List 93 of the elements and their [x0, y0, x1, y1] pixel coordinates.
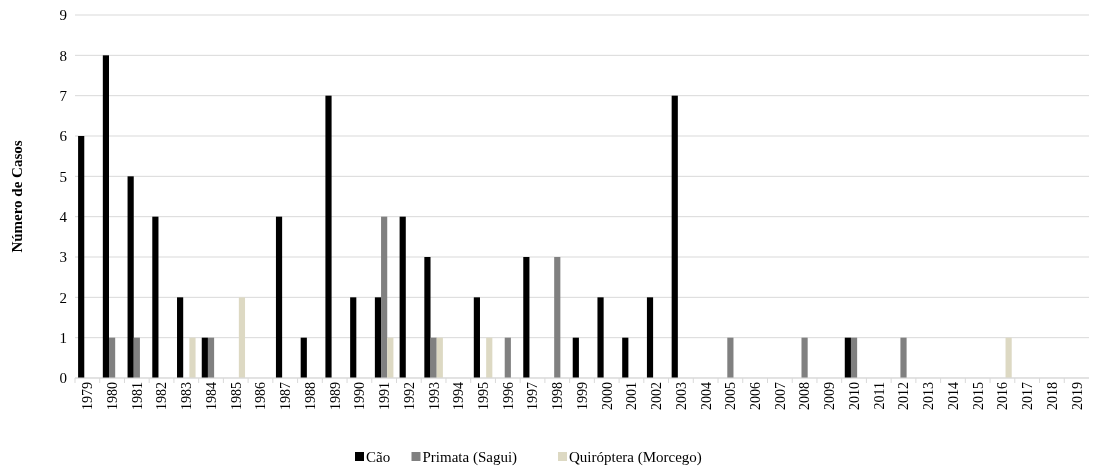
bar — [850, 337, 858, 378]
y-tick-label: 8 — [59, 47, 67, 64]
x-tick-label: 2001 — [624, 382, 640, 410]
bar — [152, 216, 159, 378]
bar — [325, 95, 332, 378]
x-tick-label: 1981 — [129, 382, 145, 410]
bar — [646, 297, 654, 378]
y-tick-label: 9 — [59, 7, 67, 24]
x-tick-label: 2000 — [599, 382, 615, 410]
bar — [1005, 337, 1012, 378]
bar — [436, 337, 443, 378]
bar — [523, 257, 530, 378]
bar — [207, 337, 215, 378]
bar — [486, 337, 493, 378]
bar — [597, 297, 604, 378]
x-tick-label: 1979 — [80, 382, 96, 410]
x-tick-label: 1984 — [203, 382, 219, 410]
x-tick-label: 2008 — [797, 382, 813, 410]
bar — [554, 257, 561, 378]
y-tick-label: 4 — [59, 208, 68, 225]
legend-label: Quiróptera (Morcego) — [569, 448, 702, 466]
y-tick-label: 6 — [59, 128, 68, 145]
bar — [504, 337, 511, 378]
x-tick-label: 2012 — [896, 382, 912, 410]
y-tick-label: 0 — [59, 370, 67, 387]
bar — [572, 337, 579, 378]
bar — [374, 297, 382, 378]
x-tick-label: 2007 — [772, 382, 788, 410]
x-tick-label: 1986 — [253, 382, 269, 410]
bar — [727, 337, 734, 378]
legend-label: Cão — [366, 448, 391, 465]
y-tick-label: 1 — [59, 329, 67, 346]
x-tick-label: 1983 — [179, 382, 195, 410]
x-tick-label: 2009 — [822, 382, 838, 410]
x-tick-label: 1993 — [426, 382, 442, 410]
bar — [201, 337, 208, 378]
bar — [275, 216, 283, 378]
x-tick-label: 2005 — [723, 382, 739, 410]
bar — [473, 297, 480, 378]
x-tick-label: 2015 — [970, 382, 986, 410]
x-tick-label: 1982 — [154, 382, 170, 410]
y-tick-label: 7 — [59, 87, 68, 104]
x-tick-label: 2013 — [921, 382, 937, 410]
bar — [238, 297, 246, 378]
bar — [424, 257, 431, 378]
bar — [78, 136, 85, 378]
x-tick-label: 1997 — [525, 382, 541, 410]
x-tick-label: 2006 — [748, 382, 764, 410]
bar — [350, 297, 357, 378]
y-tick-label: 5 — [59, 168, 67, 185]
x-tick-label: 2010 — [846, 382, 862, 410]
x-tick-label: 1985 — [228, 382, 244, 410]
x-tick-label: 2002 — [649, 382, 665, 410]
x-tick-label: 1989 — [327, 382, 343, 410]
bar — [127, 176, 134, 378]
bar — [300, 337, 307, 378]
x-tick-label: 1998 — [550, 382, 566, 410]
bar — [801, 337, 808, 378]
bar — [622, 337, 629, 378]
x-tick-label: 1991 — [377, 382, 393, 410]
x-tick-label: 1999 — [574, 382, 590, 410]
bar — [189, 337, 196, 378]
x-tick-label: 2017 — [1020, 382, 1036, 410]
x-tick-label: 1988 — [302, 382, 318, 410]
x-tick-label: 1990 — [352, 382, 368, 410]
bar — [671, 95, 678, 378]
legend-label: Primata (Sagui) — [422, 448, 518, 466]
x-tick-label: 1980 — [105, 382, 120, 410]
x-tick-label: 1992 — [401, 382, 417, 410]
bar — [430, 337, 437, 378]
bar — [177, 297, 184, 378]
bar — [133, 337, 140, 378]
x-tick-label: 1994 — [451, 382, 467, 410]
y-tick-label: 2 — [59, 289, 67, 306]
x-tick-label: 2014 — [945, 382, 961, 410]
x-tick-label: 1996 — [500, 382, 516, 410]
bar — [844, 337, 851, 378]
x-tick-label: 2019 — [1069, 382, 1085, 410]
bar — [900, 337, 907, 378]
y-axis-title: Número de Casos — [9, 140, 25, 253]
x-tick-label: 2003 — [673, 382, 689, 410]
x-tick-label: 2011 — [871, 382, 887, 410]
y-tick-label: 3 — [59, 249, 67, 266]
bar — [109, 337, 116, 378]
bar — [381, 216, 388, 378]
x-tick-label: 2018 — [1044, 382, 1060, 410]
x-tick-label: 2016 — [995, 382, 1011, 410]
bar — [102, 55, 110, 378]
x-tick-label: 2004 — [698, 382, 714, 410]
bar — [387, 337, 394, 378]
x-tick-label: 1987 — [278, 382, 294, 410]
bar — [399, 216, 406, 378]
x-tick-label: 1995 — [475, 382, 491, 410]
